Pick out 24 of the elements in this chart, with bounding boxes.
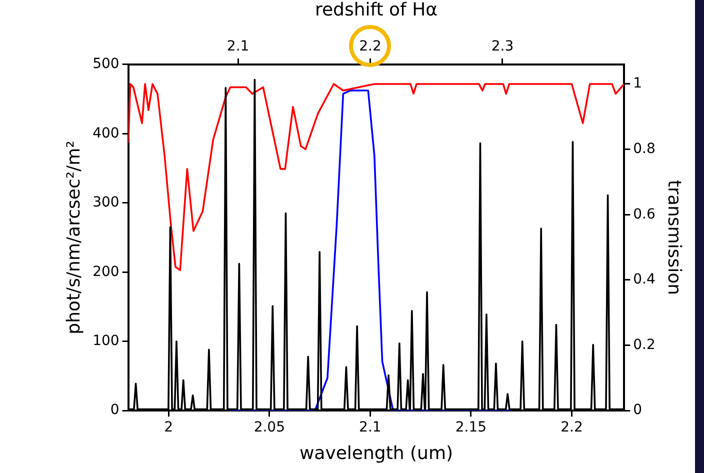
y-tick-label: 500 (92, 56, 120, 72)
y-axis-title: phot/s/nm/arcsec²/m² (63, 140, 84, 334)
x-axis-title: wavelength (um) (299, 442, 454, 464)
y2-tick-label: 0.8 (633, 140, 656, 157)
y2-tick-label: 0 (633, 402, 642, 418)
x-tick-label: 2.2 (560, 420, 583, 436)
y2-tick-label: 1 (633, 76, 642, 92)
y-tick-label: 0 (110, 402, 120, 418)
y-tick-label: 400 (92, 125, 120, 142)
y-tick-label: 100 (92, 333, 120, 349)
x2-tick-label: 2.2 (359, 38, 382, 55)
y2-tick-label: 0.6 (633, 206, 656, 222)
x2-tick-label: 2.3 (491, 38, 514, 55)
x-tick-label: 2 (164, 420, 174, 436)
y2-tick-label: 0.2 (633, 336, 656, 353)
y2-axis-title: transmission (664, 180, 685, 295)
x-tick-label: 2.15 (455, 420, 487, 436)
y-tick-label: 200 (92, 264, 120, 280)
x-tick-label: 2.05 (254, 420, 285, 436)
y2-tick-label: 0.4 (633, 272, 656, 288)
x2-axis-title: redshift of Hα (314, 0, 438, 20)
y-tick-label: 300 (92, 194, 120, 211)
x-tick-label: 2.1 (359, 420, 382, 436)
x2-tick-label: 2.1 (226, 38, 250, 55)
